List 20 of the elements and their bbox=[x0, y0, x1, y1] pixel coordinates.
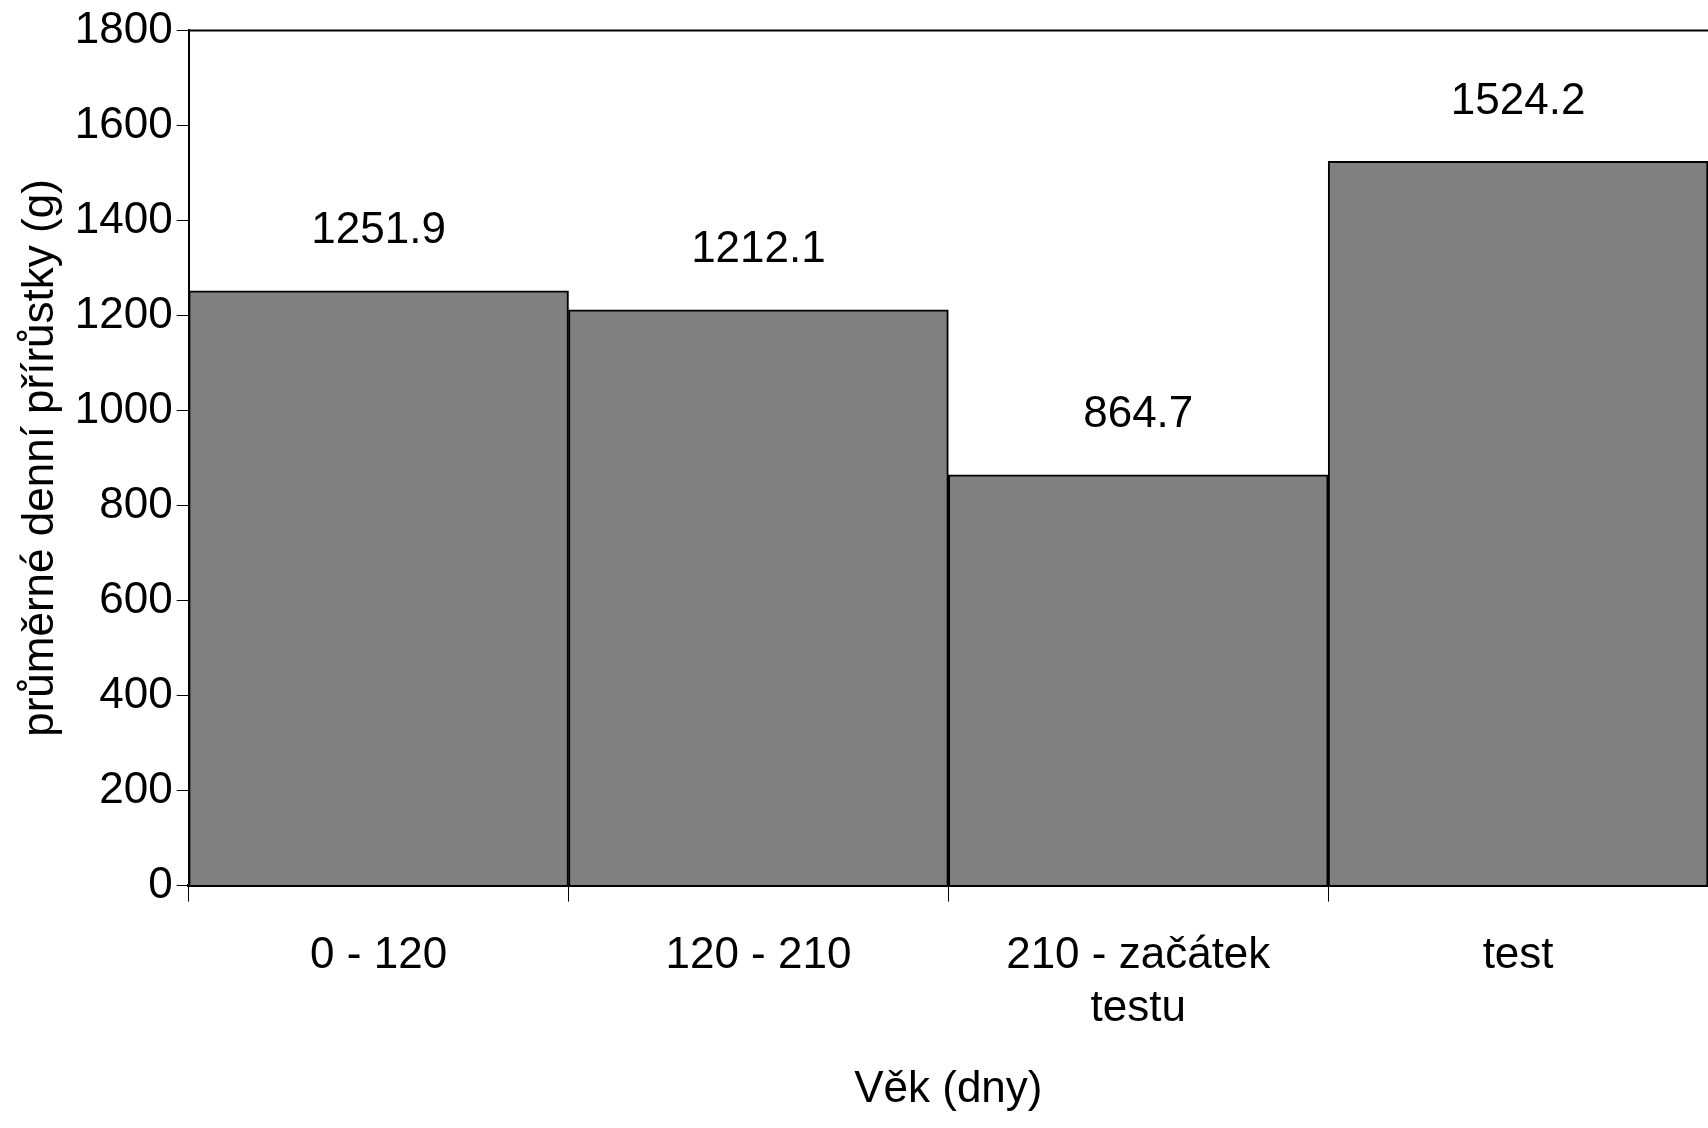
x-tick-label: 210 - začátek testu bbox=[1006, 928, 1272, 1030]
data-label: 1524.2 bbox=[1450, 73, 1586, 123]
y-tick-label: 1800 bbox=[74, 2, 173, 52]
y-tick-label: 1600 bbox=[74, 97, 173, 147]
x-tick-label: 0 - 120 bbox=[310, 928, 448, 978]
y-tick-label: 400 bbox=[99, 667, 173, 717]
x-axis-title: Věk (dny) bbox=[854, 1061, 1043, 1111]
data-label: 1212.1 bbox=[691, 221, 826, 271]
data-label: 864.7 bbox=[1083, 386, 1194, 436]
x-tick-label: 120 - 210 bbox=[665, 928, 852, 978]
y-tick-label: 200 bbox=[99, 762, 173, 812]
x-tick-label: test bbox=[1482, 928, 1554, 978]
y-tick-label: 1200 bbox=[74, 287, 173, 337]
data-label: 1251.9 bbox=[311, 202, 446, 252]
y-axis-title: průměrné denní přírůstky (g) bbox=[12, 179, 62, 737]
y-tick-label: 800 bbox=[99, 477, 173, 527]
y-tick-label: 1000 bbox=[74, 382, 173, 432]
y-tick-label: 1400 bbox=[74, 192, 173, 242]
y-tick-label: 0 bbox=[148, 857, 173, 907]
y-tick-label: 600 bbox=[99, 572, 173, 622]
